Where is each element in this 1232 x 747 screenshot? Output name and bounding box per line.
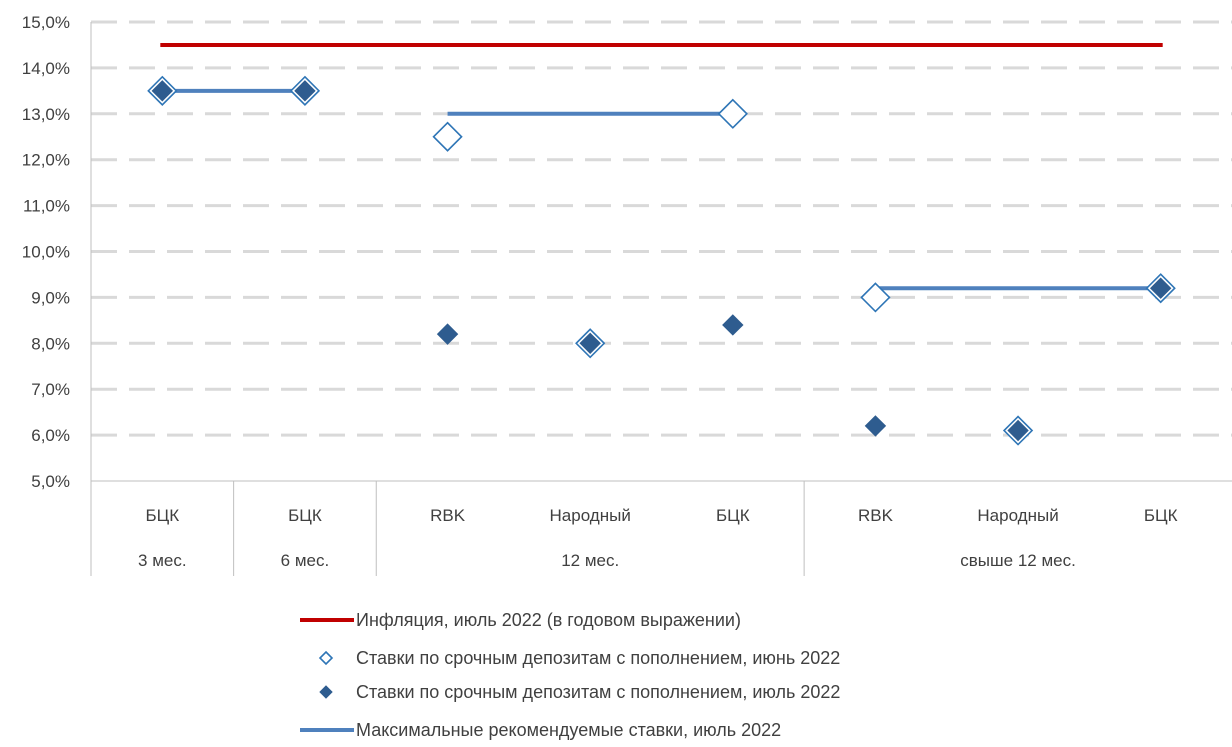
x-group-label: 6 мес. [281,551,330,570]
grid-layer [91,20,1232,437]
july-rate-point [436,323,459,345]
x-category-label: БЦК [1144,506,1178,525]
x-category-label: БЦК [288,506,322,525]
july-rate-point [722,314,744,336]
legend-inflation: Инфляция, июль 2022 (в годовом выражении… [300,610,741,630]
legend-label: Максимальные рекомендуемые ставки, июль … [356,720,781,740]
legend-max-rates: Максимальные рекомендуемые ставки, июль … [300,720,781,740]
july-rate-point [151,80,174,102]
legend-june-rates: Ставки по срочным депозитам с пополнение… [318,648,840,668]
y-tick-label: 13,0% [22,105,70,124]
x-category-label: Народный [550,506,631,525]
y-tick-label: 6,0% [31,426,70,445]
legend-label: Ставки по срочным депозитам с пополнение… [356,648,840,668]
y-tick-label: 11,0% [23,197,70,216]
x-category-label: БЦК [145,506,179,525]
july-rate-point [864,415,887,437]
y-tick-label: 9,0% [31,288,70,307]
legend-marker-swatch [319,685,333,699]
legend-marker-swatch [318,650,334,666]
legend-label: Ставки по срочным депозитам с пополнение… [356,682,840,702]
y-tick-label: 12,0% [22,151,70,170]
july-rate-point [579,332,601,355]
july-rate-point [1149,277,1172,299]
y-tick-label: 8,0% [31,334,70,353]
x-category-label: Народный [977,506,1058,525]
axis-layer: 5,0% 6,0% 7,0% 8,0% 9,0% 10,0% 11,0% 12,0% 13,0%… [22,13,1232,576]
legend-layer: Инфляция, июль 2022 (в годовом выражении… [300,610,840,740]
y-tick-label: 10,0% [22,243,70,262]
x-category-label: RBK [858,506,894,525]
june-rate-point [717,98,748,129]
july-rate-point [1007,419,1029,442]
x-group-label: 12 мес. [561,551,619,570]
x-group-label: свыше 12 мес. [960,551,1076,570]
june-rate-point [432,121,463,152]
series-layer [147,42,1176,446]
x-category-label: RBK [430,506,466,525]
y-tick-label: 15,0% [22,13,70,32]
y-tick-label: 14,0% [22,59,70,78]
june-rate-point [860,282,891,313]
x-group-label: 3 мес. [138,551,187,570]
legend-july-rates: Ставки по срочным депозитам с пополнение… [319,682,840,702]
x-category-label: БЦК [716,506,750,525]
legend-label: Инфляция, июль 2022 (в годовом выражении… [356,610,741,630]
july-rate-point [294,80,316,102]
y-tick-label: 5,0% [31,472,70,491]
y-tick-label: 7,0% [31,380,70,399]
